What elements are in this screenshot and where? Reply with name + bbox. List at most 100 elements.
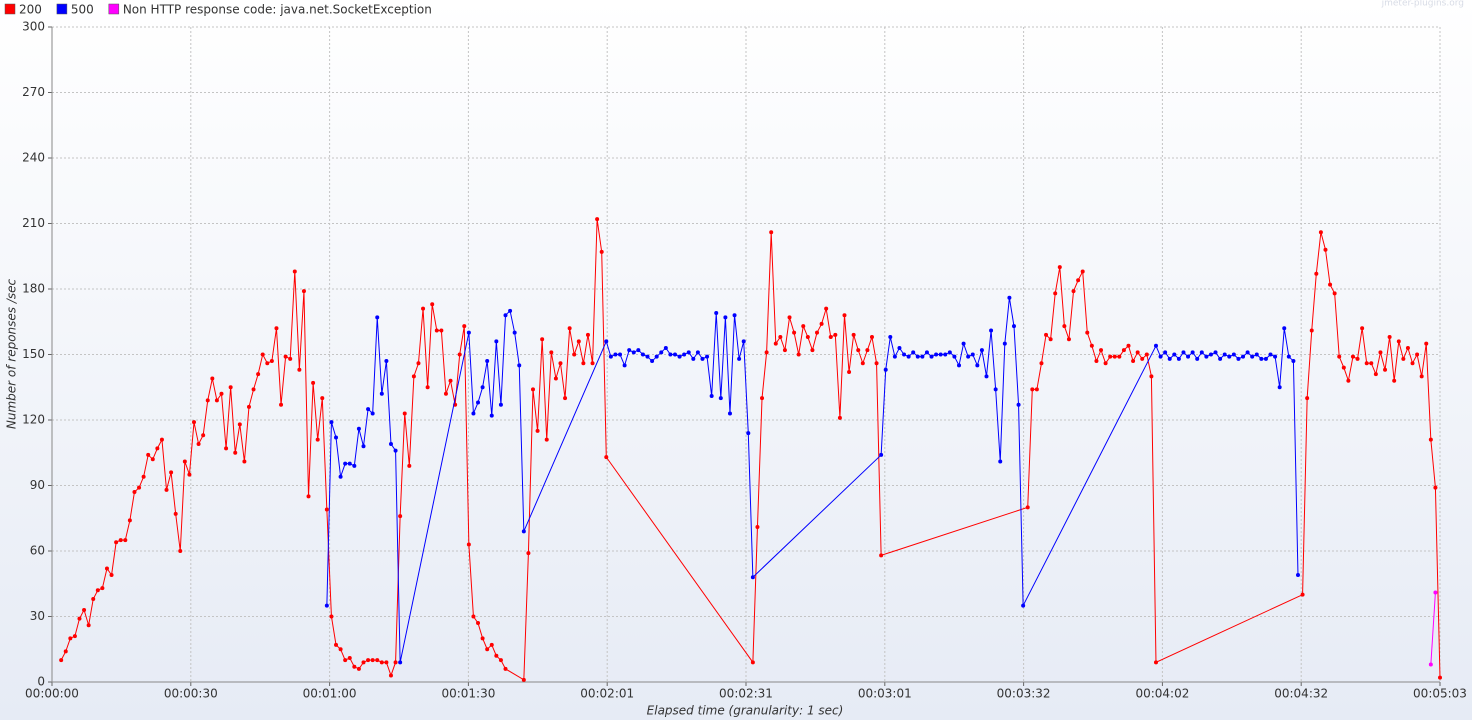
data-point [1089,343,1094,348]
data-point [856,348,861,353]
data-point [1346,378,1351,383]
data-point [476,400,481,405]
data-point [425,385,430,390]
data-point [77,616,82,621]
data-point [334,435,339,440]
data-point [457,352,462,357]
data-point [251,387,256,392]
data-point [1350,354,1355,359]
data-point [911,350,916,355]
data-point [975,363,980,368]
data-point [1318,230,1323,235]
data-point [700,356,705,361]
data-point [379,660,384,665]
data-point [792,330,797,335]
data-point [274,326,279,331]
data-point [686,350,691,355]
data-point [356,426,361,431]
data-point [897,345,902,350]
data-point [86,623,91,628]
data-point [576,339,581,344]
data-point [1066,337,1071,342]
data-point [63,649,68,654]
data-point [366,407,371,412]
data-point [526,551,531,556]
data-point [952,354,957,359]
data-point [1103,361,1108,366]
data-point [622,363,627,368]
data-point [723,315,728,320]
data-point [1167,356,1172,361]
data-point [750,660,755,665]
data-point [920,354,925,359]
data-point [489,413,494,418]
data-point [127,518,132,523]
data-point [196,442,201,447]
data-point [352,463,357,468]
data-point [1415,352,1420,357]
data-point [989,328,994,333]
data-point [1021,603,1026,608]
data-point [819,321,824,326]
data-point [915,354,920,359]
data-point [82,607,87,612]
data-point [466,542,471,547]
legend-label: Non HTTP response code: java.net.SocketE… [123,3,432,17]
data-point [1387,335,1392,340]
data-point [393,448,398,453]
x-tick-label: 00:04:02 [1135,687,1189,701]
data-point [366,658,371,663]
data-point [553,376,558,381]
data-point [132,490,137,495]
data-point [498,658,503,663]
data-point [494,653,499,658]
data-point [315,437,320,442]
data-point [485,359,490,364]
data-point [595,217,600,222]
data-point [604,339,609,344]
data-point [1057,265,1062,270]
y-tick-label: 30 [30,609,45,623]
data-point [219,391,224,396]
data-point [1438,675,1442,680]
data-point [1222,352,1227,357]
data-point [1250,354,1255,359]
data-point [1332,291,1337,296]
data-point [1433,485,1438,490]
data-point [1259,356,1264,361]
data-point [1392,378,1397,383]
data-point [233,450,238,455]
data-point [329,614,334,619]
data-point [370,411,375,416]
data-point [815,330,820,335]
data-point [480,385,485,390]
data-point [123,538,128,543]
y-tick-label: 300 [22,20,45,34]
data-point [1149,374,1154,379]
data-point [343,461,348,466]
data-point [1337,354,1342,359]
data-point [1424,341,1429,346]
y-tick-label: 240 [22,151,45,165]
data-point [1282,326,1287,331]
x-tick-label: 00:02:01 [580,687,634,701]
data-point [1117,354,1122,359]
x-tick-label: 00:02:31 [719,687,773,701]
data-point [443,391,448,396]
data-point [324,603,329,608]
data-point [462,324,467,329]
data-point [590,361,595,366]
data-point [1190,350,1195,355]
data-point [1410,361,1415,366]
data-point [1341,365,1346,370]
data-point [1419,374,1424,379]
data-point [439,328,444,333]
data-point [192,420,197,425]
data-point [865,348,870,353]
data-point [1300,592,1305,597]
data-point [91,597,96,602]
data-point [480,636,485,641]
data-point [1080,269,1085,274]
data-point [695,350,700,355]
